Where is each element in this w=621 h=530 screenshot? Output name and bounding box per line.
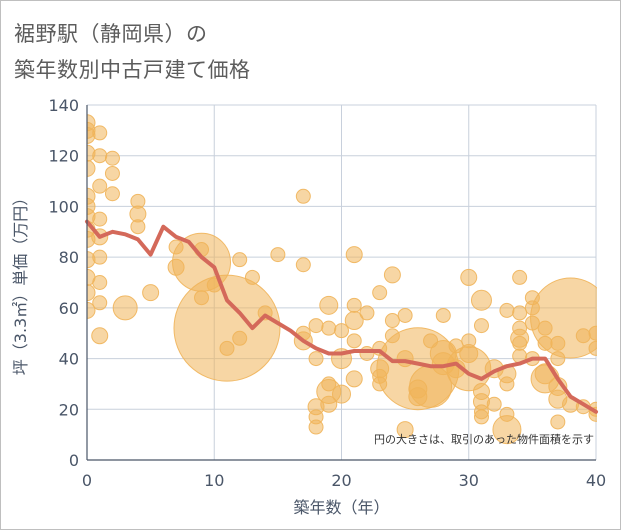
data-bubble	[588, 340, 597, 356]
data-bubble	[359, 305, 375, 321]
data-bubble	[321, 320, 337, 336]
x-tick-label: 40	[586, 471, 606, 490]
data-bubble	[473, 409, 489, 425]
y-tick-label: 120	[48, 147, 79, 166]
data-bubble	[87, 159, 96, 177]
data-bubble	[359, 346, 375, 361]
data-bubble	[346, 297, 362, 313]
data-bubble	[499, 302, 515, 318]
x-tick-label: 0	[82, 471, 92, 490]
y-tick-label: 100	[48, 197, 79, 216]
data-bubble	[435, 307, 451, 323]
data-bubble	[130, 219, 146, 235]
y-tick-label: 60	[59, 299, 79, 318]
data-bubble	[92, 148, 108, 164]
data-bubble	[470, 289, 492, 311]
data-bubble	[295, 188, 311, 204]
size-note: 円の大きさは、取引のあった物件面積を示す	[374, 432, 594, 446]
data-bubble	[575, 328, 591, 344]
average-line-series	[85, 219, 598, 414]
data-bubble	[295, 257, 311, 273]
data-bubble	[270, 247, 286, 263]
data-bubble	[92, 275, 108, 290]
data-bubble	[460, 268, 478, 286]
data-bubble	[232, 330, 248, 346]
y-tick-label: 0	[69, 451, 79, 470]
data-bubble	[320, 395, 338, 413]
data-bubble	[91, 327, 109, 345]
chart-title: 裾野駅（静岡県）の 築年数別中古戸建て価格	[14, 16, 251, 88]
data-bubble	[384, 313, 400, 329]
data-bubble	[492, 415, 522, 445]
data-bubble	[512, 269, 528, 285]
data-bubble	[173, 274, 281, 382]
data-bubble	[87, 284, 96, 302]
average-line	[85, 219, 598, 414]
data-bubble	[473, 318, 489, 334]
data-bubble	[512, 335, 528, 351]
data-bubble	[112, 295, 138, 321]
data-bubble	[383, 266, 401, 284]
x-tick-label: 30	[459, 471, 479, 490]
y-tick-label: 40	[59, 350, 79, 369]
chart-title-line1: 裾野駅（静岡県）の	[14, 22, 208, 46]
data-bubble	[308, 419, 324, 435]
x-axis-title: 築年数（年）	[293, 498, 389, 517]
data-bubble	[104, 150, 120, 166]
axes: 0 10 20 30 40 0 20 40 60 80 100 120 140	[48, 96, 606, 490]
y-tick-label: 20	[59, 400, 79, 419]
chart-title-line2: 築年数別中古戸建て価格	[14, 58, 251, 82]
data-bubble	[319, 295, 339, 315]
data-bubble	[372, 285, 388, 301]
data-bubble	[92, 295, 108, 311]
y-axis-title: 坪（3.3㎡）単価（万円）	[11, 190, 30, 375]
data-bubble	[92, 211, 108, 227]
data-bubble	[345, 370, 363, 388]
x-tick-label: 10	[204, 471, 224, 490]
data-bubble	[142, 284, 160, 302]
data-bubble	[334, 323, 349, 339]
data-bubble	[332, 384, 351, 404]
data-bubble	[308, 318, 324, 334]
data-bubble	[87, 301, 96, 319]
data-bubble	[104, 186, 120, 202]
data-bubble	[232, 252, 248, 268]
data-bubble	[219, 340, 235, 356]
data-bubble	[512, 305, 528, 321]
data-bubble	[345, 246, 363, 264]
data-bubble	[486, 396, 502, 412]
data-bubble	[550, 414, 566, 430]
y-tick-label: 140	[48, 96, 79, 115]
data-bubble	[92, 125, 108, 141]
data-bubble	[530, 277, 597, 359]
data-bubble	[397, 307, 413, 323]
data-bubble	[588, 325, 597, 341]
data-bubble	[396, 421, 414, 439]
y-tick-label: 80	[59, 248, 79, 267]
data-bubble	[308, 351, 324, 367]
data-bubble	[92, 249, 108, 265]
data-bubble	[344, 311, 364, 331]
data-bubble	[244, 269, 260, 285]
data-bubble	[346, 333, 362, 349]
data-bubble	[92, 178, 108, 194]
x-tick-label: 20	[331, 471, 351, 490]
data-bubble	[104, 165, 120, 181]
data-bubble	[499, 376, 515, 392]
bubble-series	[87, 114, 597, 445]
